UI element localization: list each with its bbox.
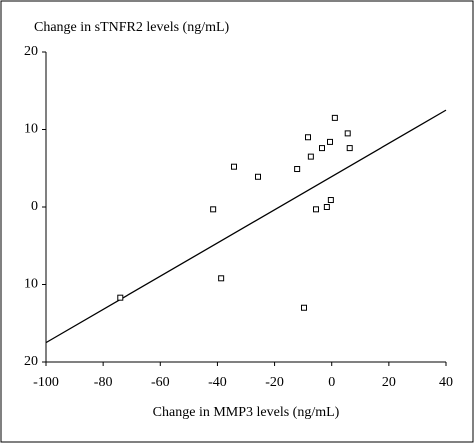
y-tick-label: 10: [24, 122, 38, 137]
point: [323, 204, 330, 210]
point: [327, 138, 333, 145]
x-tick-label: -40: [208, 375, 227, 390]
trend-line: [45, 109, 447, 344]
point: [307, 153, 314, 160]
x-tick-label: -60: [151, 375, 170, 390]
x-tick-label: 0: [328, 375, 335, 390]
chart-title: Change in sTNFR2 levels (ng/mL): [34, 20, 230, 35]
point: [231, 163, 237, 170]
point: [218, 275, 225, 282]
x-tick-label: 40: [439, 375, 453, 390]
x-axis-label: Change in MMP3 levels (ng/mL): [153, 405, 340, 420]
point: [331, 114, 338, 121]
point: [344, 130, 351, 137]
point: [255, 173, 261, 180]
x-tick-label: -100: [33, 375, 59, 390]
point: [294, 166, 301, 173]
y-tick-label: 20: [24, 354, 38, 369]
point: [346, 145, 353, 152]
point: [210, 206, 217, 213]
x-tick-label: -20: [265, 375, 284, 390]
y-tick-label: 20: [24, 44, 38, 59]
point: [313, 206, 319, 213]
point: [305, 134, 311, 141]
point: [301, 304, 307, 311]
x-tick-label: 20: [382, 375, 396, 390]
point: [327, 197, 334, 204]
x-tick-label: -80: [94, 375, 113, 390]
y-tick-label: 0: [31, 199, 38, 214]
point: [319, 145, 325, 152]
y-tick-label: 10: [24, 277, 38, 292]
point: [117, 294, 124, 301]
